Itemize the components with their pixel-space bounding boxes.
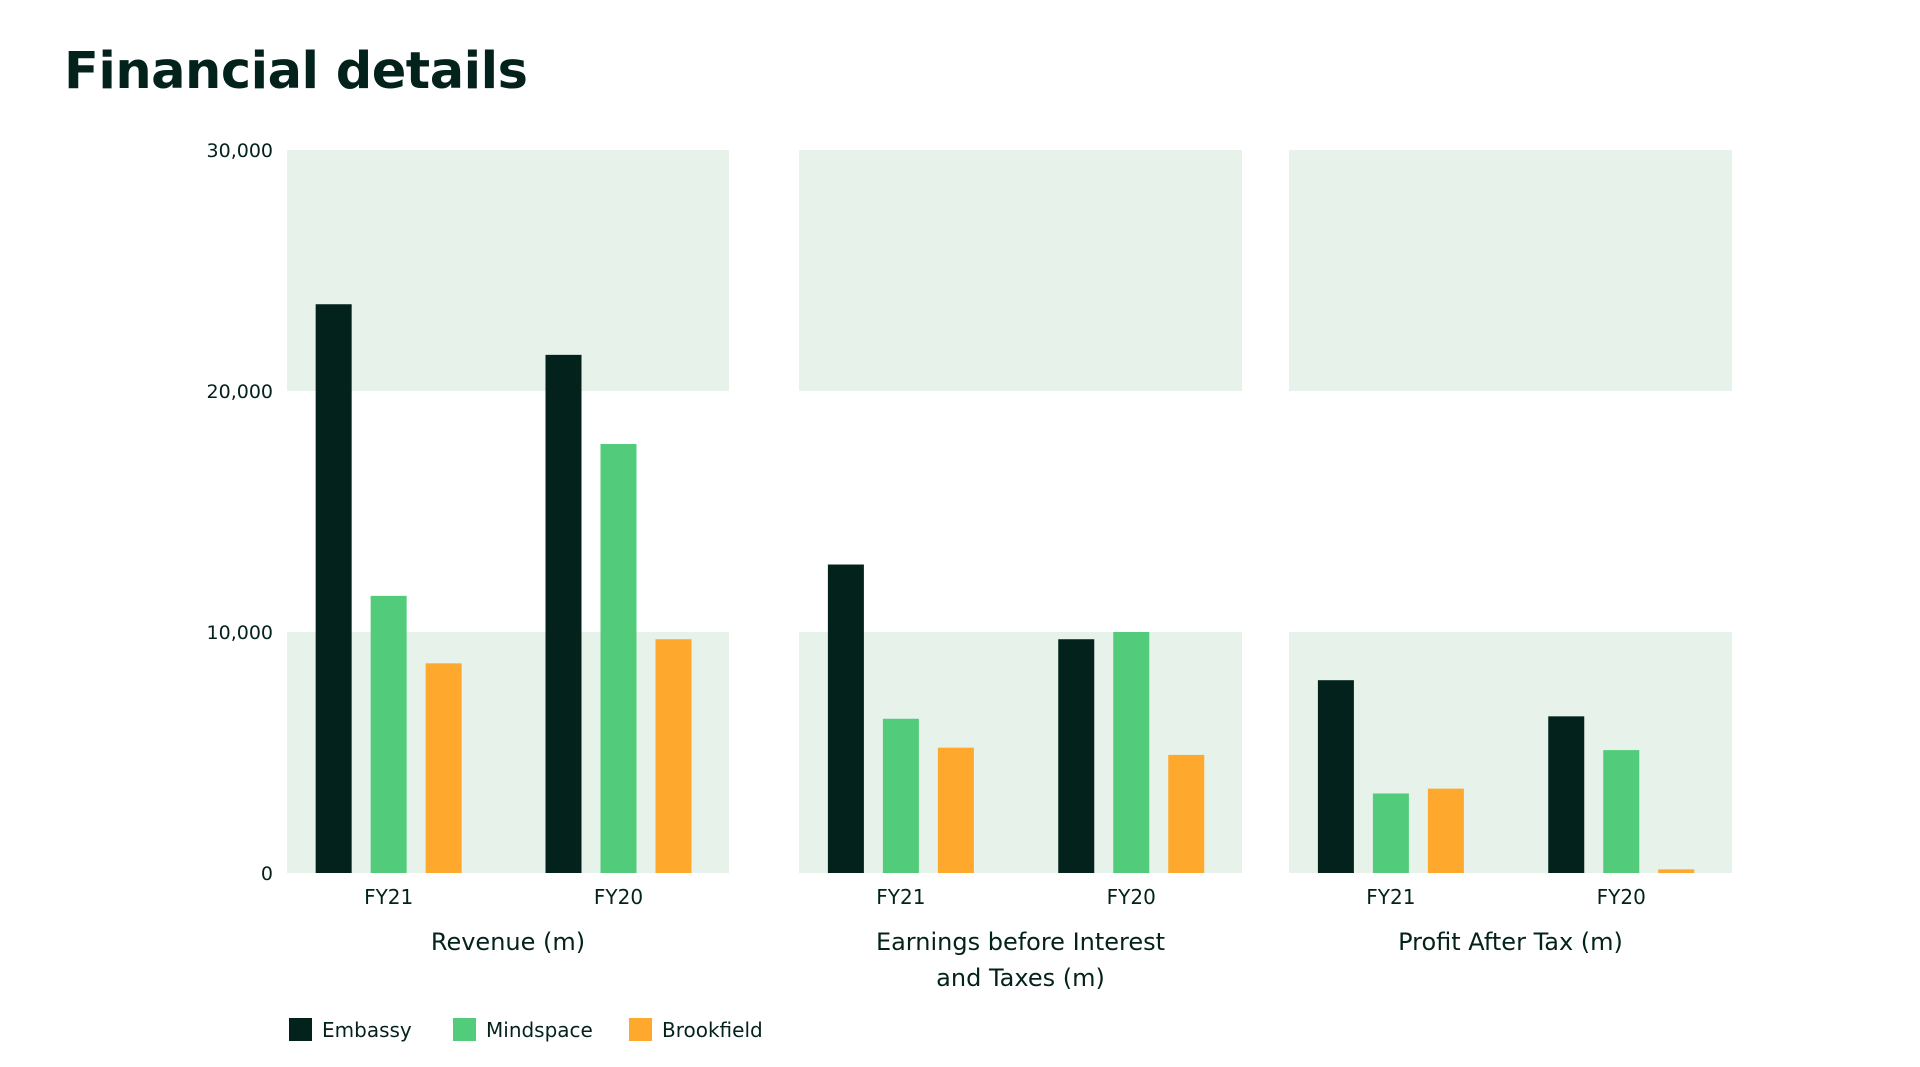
panel-title: Revenue (m)	[431, 928, 585, 956]
legend-swatch-embassy	[289, 1018, 312, 1041]
x-category-label: FY21	[876, 885, 925, 909]
x-category-label: FY20	[1107, 885, 1156, 909]
bar-mindspace-fy20-panel-1	[600, 444, 637, 873]
panel-title: Earnings before Interest	[876, 928, 1165, 956]
bar-embassy-fy21-panel-3	[1317, 680, 1354, 873]
legend-label: Mindspace	[486, 1018, 593, 1042]
y-tick-label: 10,000	[207, 622, 273, 644]
bar-brookfield-fy21-panel-3	[1427, 788, 1464, 873]
bar-mindspace-fy20-panel-3	[1603, 750, 1640, 873]
bar-brookfield-fy20-panel-1	[655, 639, 692, 873]
bar-embassy-fy21-panel-1	[315, 304, 352, 873]
legend-swatch-brookfield	[629, 1018, 652, 1041]
bar-mindspace-fy20-panel-2	[1113, 632, 1150, 873]
bar-brookfield-fy21-panel-2	[937, 747, 974, 873]
bar-brookfield-fy20-panel-2	[1168, 754, 1205, 873]
legend-label: Brookfield	[662, 1018, 763, 1042]
band-upper-panel-1	[287, 150, 729, 391]
legend-label: Embassy	[322, 1018, 412, 1042]
panel-title: and Taxes (m)	[936, 964, 1105, 992]
bar-mindspace-fy21-panel-2	[882, 718, 919, 873]
y-tick-label: 20,000	[207, 381, 273, 403]
x-category-label: FY20	[594, 885, 643, 909]
band-upper-panel-2	[799, 150, 1242, 391]
bar-embassy-fy21-panel-2	[827, 564, 864, 873]
page-title: Financial details	[64, 42, 528, 101]
x-category-label: FY20	[1597, 885, 1646, 909]
band-lower-panel-2	[799, 632, 1242, 873]
bar-mindspace-fy21-panel-3	[1372, 793, 1409, 873]
bar-mindspace-fy21-panel-1	[370, 595, 407, 873]
band-upper-panel-3	[1289, 150, 1732, 391]
bar-embassy-fy20-panel-3	[1548, 716, 1585, 873]
x-category-label: FY21	[1366, 885, 1415, 909]
legend-swatch-mindspace	[453, 1018, 476, 1041]
y-tick-label: 30,000	[207, 140, 273, 162]
y-tick-label: 0	[261, 863, 273, 885]
bar-brookfield-fy20-panel-3	[1658, 869, 1695, 873]
band-lower-panel-3	[1289, 632, 1732, 873]
x-category-label: FY21	[364, 885, 413, 909]
panel-title: Profit After Tax (m)	[1398, 928, 1623, 956]
bar-brookfield-fy21-panel-1	[425, 663, 462, 873]
bar-embassy-fy20-panel-2	[1058, 639, 1095, 873]
bar-embassy-fy20-panel-1	[545, 354, 582, 874]
band-lower-panel-1	[287, 632, 729, 873]
